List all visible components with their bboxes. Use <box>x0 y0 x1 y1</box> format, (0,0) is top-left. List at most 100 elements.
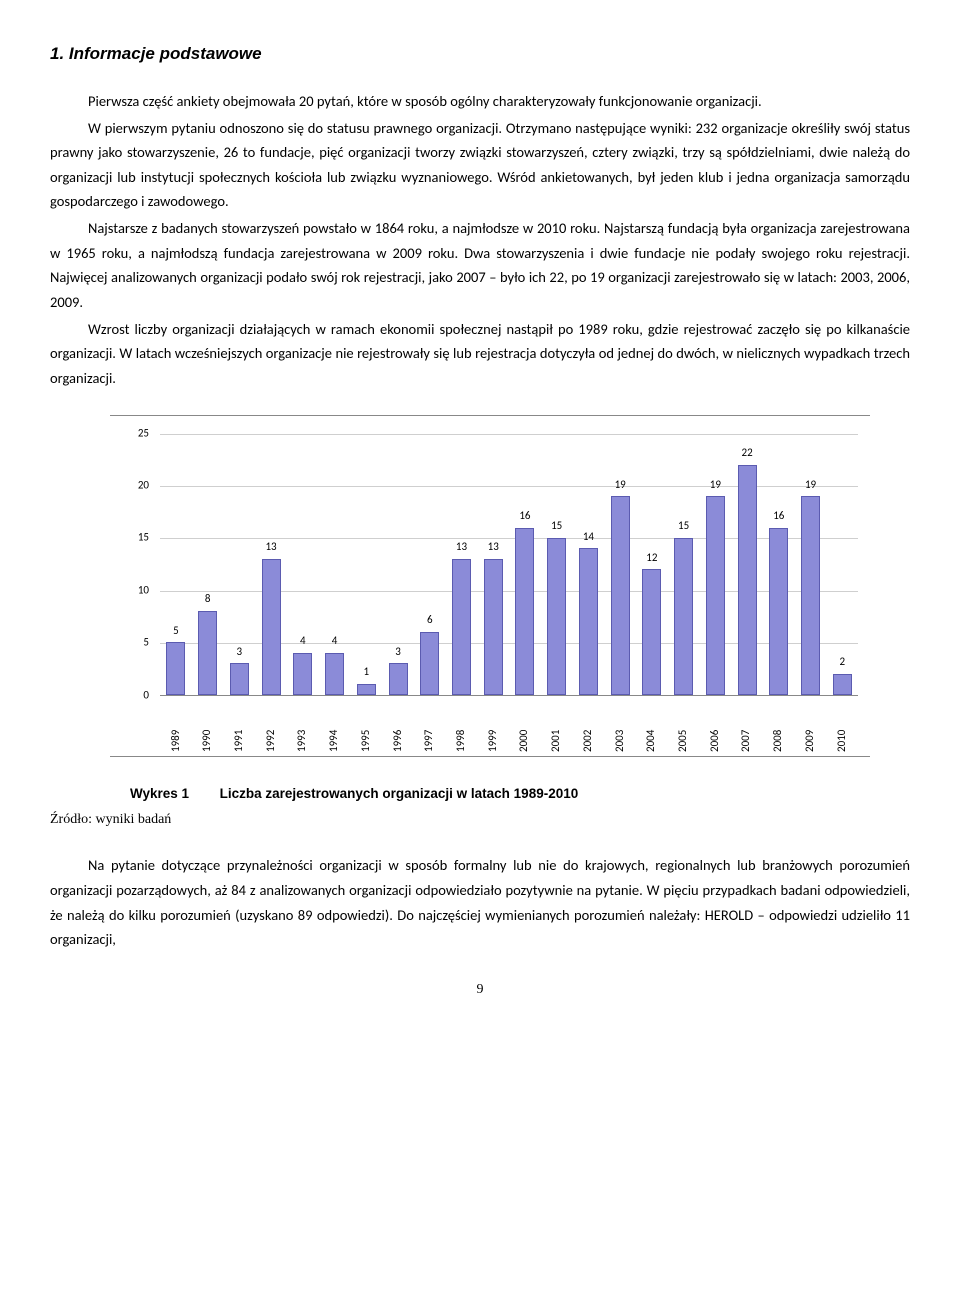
bar-value-label: 1 <box>363 663 369 682</box>
bar-value-label: 13 <box>265 538 276 557</box>
x-axis-label: 2004 <box>642 701 661 756</box>
bar-column: 19 <box>604 434 636 695</box>
bar-value-label: 4 <box>300 632 306 651</box>
bar-column: 4 <box>287 434 319 695</box>
y-axis-tick: 25 <box>138 424 149 443</box>
x-axis-label: 2006 <box>706 701 725 756</box>
x-axis-label: 1997 <box>420 701 439 756</box>
bar <box>484 559 503 695</box>
x-axis-label: 2008 <box>769 701 788 756</box>
bar-value-label: 12 <box>646 549 657 568</box>
paragraph-2: W pierwszym pytaniu odnoszono się do sta… <box>50 116 910 215</box>
caption-text: Liczba zarejestrowanych organizacji w la… <box>220 786 579 801</box>
x-axis-label: 2003 <box>611 701 630 756</box>
x-axis-label: 2010 <box>833 701 852 756</box>
bar-value-label: 6 <box>427 611 433 630</box>
bar-value-label: 22 <box>742 444 753 463</box>
paragraph-4: Wzrost liczby organizacji działających w… <box>50 317 910 391</box>
paragraph-5: Na pytanie dotyczące przynależności orga… <box>50 853 910 952</box>
registrations-bar-chart: 0510152025 58313441361313161514191215192… <box>110 415 870 757</box>
x-axis-label: 2002 <box>579 701 598 756</box>
bar-value-label: 5 <box>173 622 179 641</box>
x-axis-label: 2007 <box>737 701 756 756</box>
bar-value-label: 4 <box>332 632 338 651</box>
bar <box>515 528 534 695</box>
bar <box>452 559 471 695</box>
bar-value-label: 3 <box>237 643 243 662</box>
bar-column: 5 <box>160 434 192 695</box>
bar <box>230 663 249 694</box>
bar <box>547 538 566 695</box>
section-heading: 1. Informacje podstawowe <box>50 40 910 69</box>
bar-column: 4 <box>319 434 351 695</box>
bar <box>642 569 661 694</box>
y-axis-tick: 5 <box>143 634 149 653</box>
x-axis-label: 2000 <box>515 701 534 756</box>
paragraph-3: Najstarsze z badanych stowarzyszeń powst… <box>50 216 910 315</box>
bar-column: 1 <box>350 434 382 695</box>
bar-column: 3 <box>223 434 255 695</box>
bar-column: 22 <box>731 434 763 695</box>
x-axis-label: 1999 <box>484 701 503 756</box>
x-axis-label: 1989 <box>167 701 186 756</box>
bar <box>293 653 312 695</box>
x-axis-label: 1991 <box>230 701 249 756</box>
x-axis-label: 1998 <box>452 701 471 756</box>
bar-value-label: 2 <box>840 653 846 672</box>
bar-column: 15 <box>668 434 700 695</box>
bar-value-label: 8 <box>205 590 211 609</box>
y-axis-tick: 10 <box>138 581 149 600</box>
bar-column: 13 <box>477 434 509 695</box>
caption-label: Wykres 1 <box>130 786 189 801</box>
x-axis-label: 1995 <box>357 701 376 756</box>
y-axis-tick: 20 <box>138 477 149 496</box>
bar <box>420 632 439 695</box>
bar-value-label: 15 <box>551 517 562 536</box>
x-axis-label: 1996 <box>389 701 408 756</box>
x-axis-label: 2005 <box>674 701 693 756</box>
x-axis-label: 1994 <box>325 701 344 756</box>
bar-column: 15 <box>541 434 573 695</box>
bar <box>198 611 217 695</box>
bar <box>706 496 725 694</box>
bar-column: 16 <box>509 434 541 695</box>
bar-column: 16 <box>763 434 795 695</box>
bar <box>357 684 376 694</box>
bar-column: 2 <box>826 434 858 695</box>
bar-value-label: 19 <box>615 476 626 495</box>
y-axis-tick: 15 <box>138 529 149 548</box>
chart-caption: Wykres 1 Liczba zarejestrowanych organiz… <box>130 783 910 806</box>
bar-value-label: 15 <box>678 517 689 536</box>
bar <box>769 528 788 695</box>
bar <box>674 538 693 695</box>
bar <box>389 663 408 694</box>
bar <box>166 642 185 694</box>
page-number: 9 <box>50 978 910 1002</box>
bar <box>262 559 281 695</box>
bar-column: 13 <box>255 434 287 695</box>
bar-value-label: 19 <box>710 476 721 495</box>
bar-column: 19 <box>699 434 731 695</box>
bar-value-label: 13 <box>456 538 467 557</box>
bar <box>579 548 598 694</box>
bar-column: 19 <box>795 434 827 695</box>
bar-value-label: 13 <box>488 538 499 557</box>
bar-column: 3 <box>382 434 414 695</box>
bar <box>801 496 820 694</box>
x-axis-label: 1990 <box>198 701 217 756</box>
bar-column: 13 <box>446 434 478 695</box>
y-axis-tick: 0 <box>143 686 149 705</box>
bar-column: 8 <box>192 434 224 695</box>
bar-column: 6 <box>414 434 446 695</box>
bar-value-label: 16 <box>773 507 784 526</box>
chart-source: Źródło: wyniki badań <box>50 808 910 832</box>
bar <box>833 674 852 695</box>
x-axis-label: 1992 <box>262 701 281 756</box>
x-axis-label: 1993 <box>293 701 312 756</box>
bar-value-label: 14 <box>583 528 594 547</box>
bar <box>738 465 757 695</box>
bar-column: 14 <box>573 434 605 695</box>
bar-column: 12 <box>636 434 668 695</box>
x-axis-label: 2009 <box>801 701 820 756</box>
x-axis-label: 2001 <box>547 701 566 756</box>
